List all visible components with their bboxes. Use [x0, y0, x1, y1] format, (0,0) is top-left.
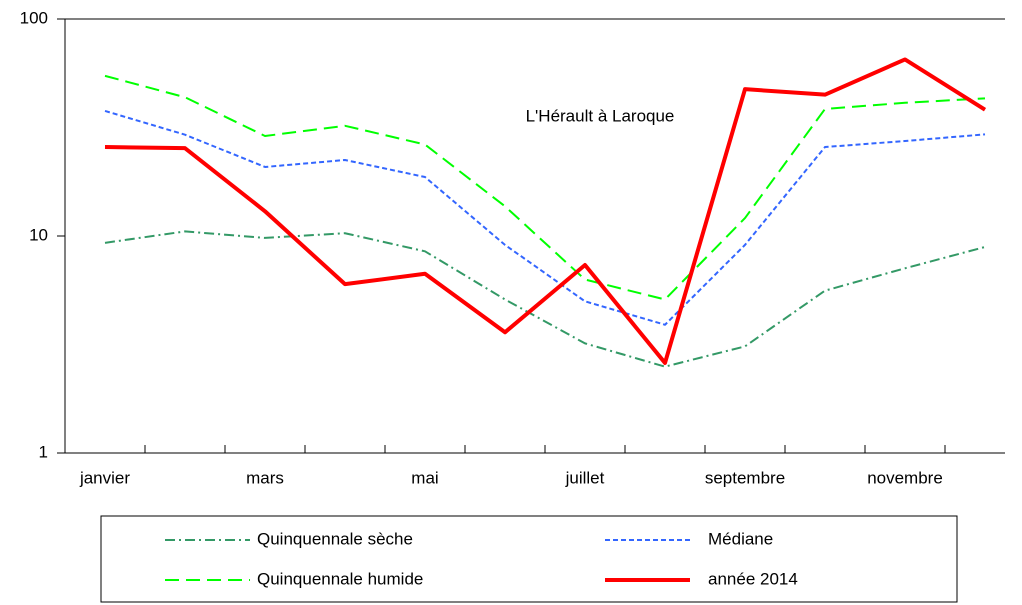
- y-tick-label: 10: [29, 225, 48, 244]
- legend-label: Quinquennale sèche: [257, 529, 413, 548]
- series-line: [104, 109, 986, 326]
- y-tick-label: 1: [39, 442, 48, 461]
- y-tick-label: 100: [20, 8, 48, 27]
- series-line: [104, 230, 986, 368]
- x-tick-label: juillet: [565, 468, 605, 487]
- series-line: [104, 74, 986, 301]
- legend-label: Quinquennale humide: [257, 569, 423, 588]
- x-tick-label: mars: [246, 468, 284, 487]
- legend-label: Médiane: [708, 529, 773, 548]
- x-tick-label: septembre: [705, 468, 785, 487]
- x-tick-label: janvier: [79, 468, 130, 487]
- x-tick-label: novembre: [867, 468, 943, 487]
- legend-box: [100, 515, 958, 603]
- legend-label: année 2014: [708, 569, 798, 588]
- chart-title: L'Hérault à Laroque: [526, 106, 675, 125]
- series-line: [104, 57, 987, 365]
- x-tick-label: mai: [411, 468, 438, 487]
